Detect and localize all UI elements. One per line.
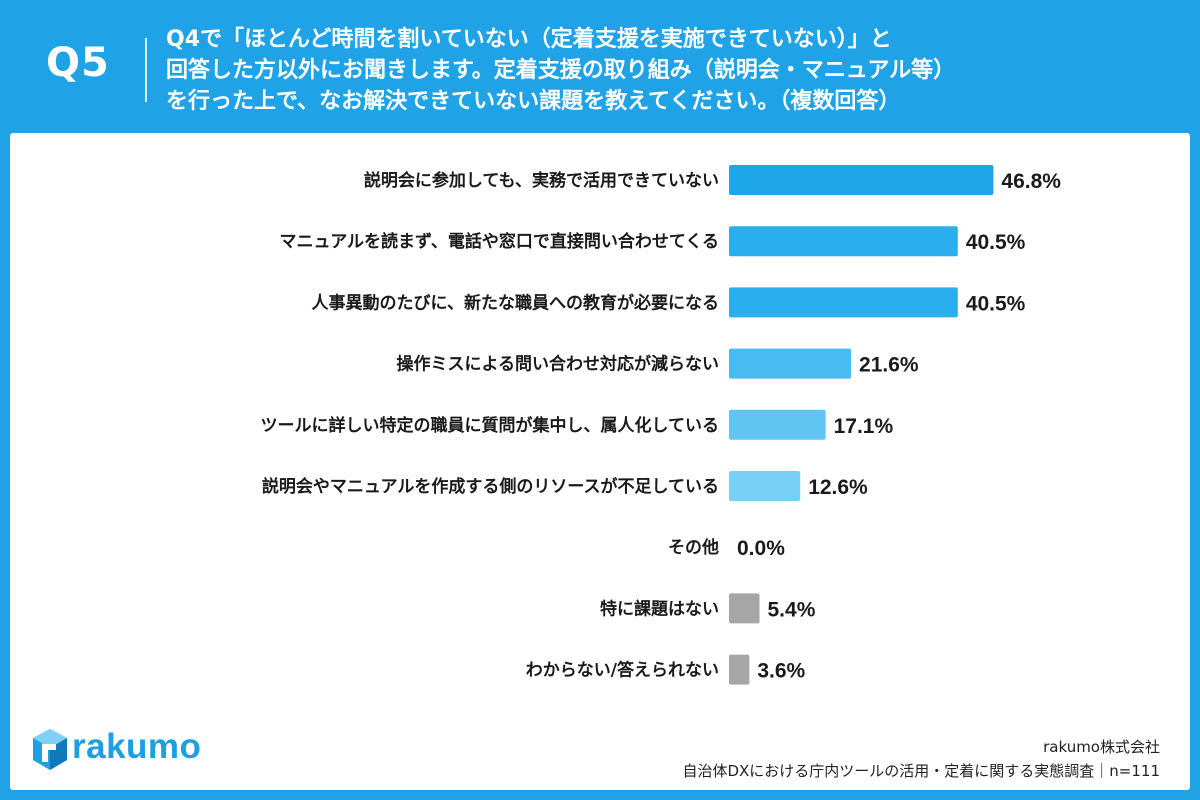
brand-name: rakumo <box>72 727 202 766</box>
category-label: 説明会やマニュアルを作成する側のリソースが不足している <box>262 476 719 497</box>
category-label: わからない/答えられない <box>526 660 719 681</box>
bar <box>729 165 994 195</box>
company-name: rakumo株式会社 <box>1043 738 1160 756</box>
value-label: 0.0% <box>737 537 785 560</box>
value-label: 40.5% <box>966 292 1026 315</box>
value-label: 17.1% <box>834 415 894 438</box>
survey-info: 自治体DXにおける庁内ツールの活用・定着に関する実態調査｜n=111 <box>682 762 1160 780</box>
question-number: Q5 <box>46 40 110 86</box>
bar <box>729 287 958 318</box>
value-label: 3.6% <box>757 660 805 683</box>
value-label: 12.6% <box>808 476 868 499</box>
question-text: Q4で「ほとんど時間を割いていない（定着支援を実施できていない）」と 回答した方… <box>166 24 1176 117</box>
category-label: その他 <box>668 537 719 558</box>
value-label: 5.4% <box>768 598 816 621</box>
value-label: 46.8% <box>1001 170 1061 193</box>
category-label: 特に課題はない <box>600 598 719 619</box>
category-label: 説明会に参加しても、実務で活用できていない <box>364 170 719 191</box>
header-divider <box>145 38 147 102</box>
category-label: 操作ミスによる問い合わせ対応が減らない <box>397 354 720 375</box>
bar-chart: 説明会に参加しても、実務で活用できていない 46.8% マニュアルを読まず、電話や窓… <box>261 165 1061 685</box>
category-label: 人事異動のたびに、新たな職員への教育が必要になる <box>312 292 720 313</box>
question-line: 回答した方以外にお聞きします。定着支援の取り組み（説明会・マニュアル等） <box>166 58 956 83</box>
bar <box>729 226 958 257</box>
bar <box>729 348 852 379</box>
value-label: 21.6% <box>859 354 919 377</box>
bar <box>729 409 826 440</box>
category-label: マニュアルを読まず、電話や窓口で直接問い合わせてくる <box>280 231 719 252</box>
bar <box>729 593 760 624</box>
question-line: Q4で「ほとんど時間を割いていない（定着支援を実施できていない）」と <box>166 27 892 52</box>
question-line: を行った上で、なお解決できていない課題を教えてください。（複数回答） <box>166 89 901 114</box>
value-label: 40.5% <box>966 231 1026 254</box>
rakumo-logo-icon <box>33 729 67 770</box>
chart-panel: 説明会に参加しても、実務で活用できていない 46.8% マニュアルを読まず、電話や窓… <box>10 133 1190 790</box>
bar <box>729 471 801 501</box>
category-label: ツールに詳しい特定の職員に質問が集中し、属人化している <box>261 415 720 436</box>
question-header: Q5 Q4で「ほとんど時間を割いていない（定着支援を実施できていない）」と 回答… <box>0 0 1200 133</box>
bar <box>729 654 750 685</box>
